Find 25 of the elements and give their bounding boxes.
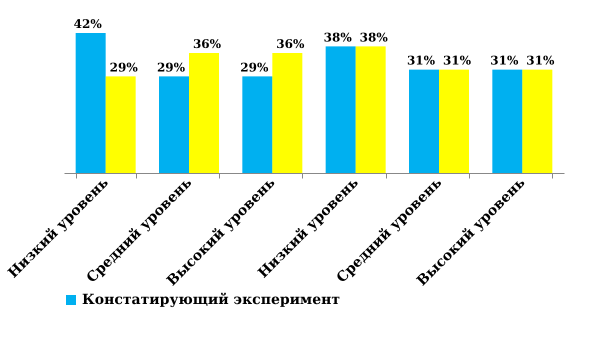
data-label: 38% bbox=[324, 30, 352, 44]
bar bbox=[76, 33, 106, 173]
bar bbox=[409, 70, 439, 173]
data-label: 36% bbox=[276, 37, 305, 51]
bar bbox=[522, 70, 552, 173]
data-label: 38% bbox=[360, 30, 388, 44]
bar bbox=[272, 53, 302, 173]
bar bbox=[242, 76, 272, 173]
bar bbox=[492, 70, 522, 173]
legend-label: Констатирующий эксперимент bbox=[82, 292, 340, 308]
data-label: 29% bbox=[156, 60, 186, 74]
data-label: 31% bbox=[406, 54, 436, 68]
bar bbox=[439, 70, 469, 173]
data-label: 29% bbox=[240, 60, 269, 74]
data-label: 31% bbox=[442, 54, 472, 68]
data-label: 42% bbox=[74, 17, 102, 31]
bar bbox=[356, 46, 386, 173]
bar bbox=[189, 53, 219, 173]
data-label: 29% bbox=[110, 60, 138, 74]
data-label: 36% bbox=[192, 37, 222, 51]
bar bbox=[159, 76, 189, 173]
bar bbox=[326, 46, 356, 173]
data-label: 31% bbox=[526, 54, 555, 68]
bar bbox=[106, 76, 136, 173]
data-label: 31% bbox=[490, 54, 519, 68]
